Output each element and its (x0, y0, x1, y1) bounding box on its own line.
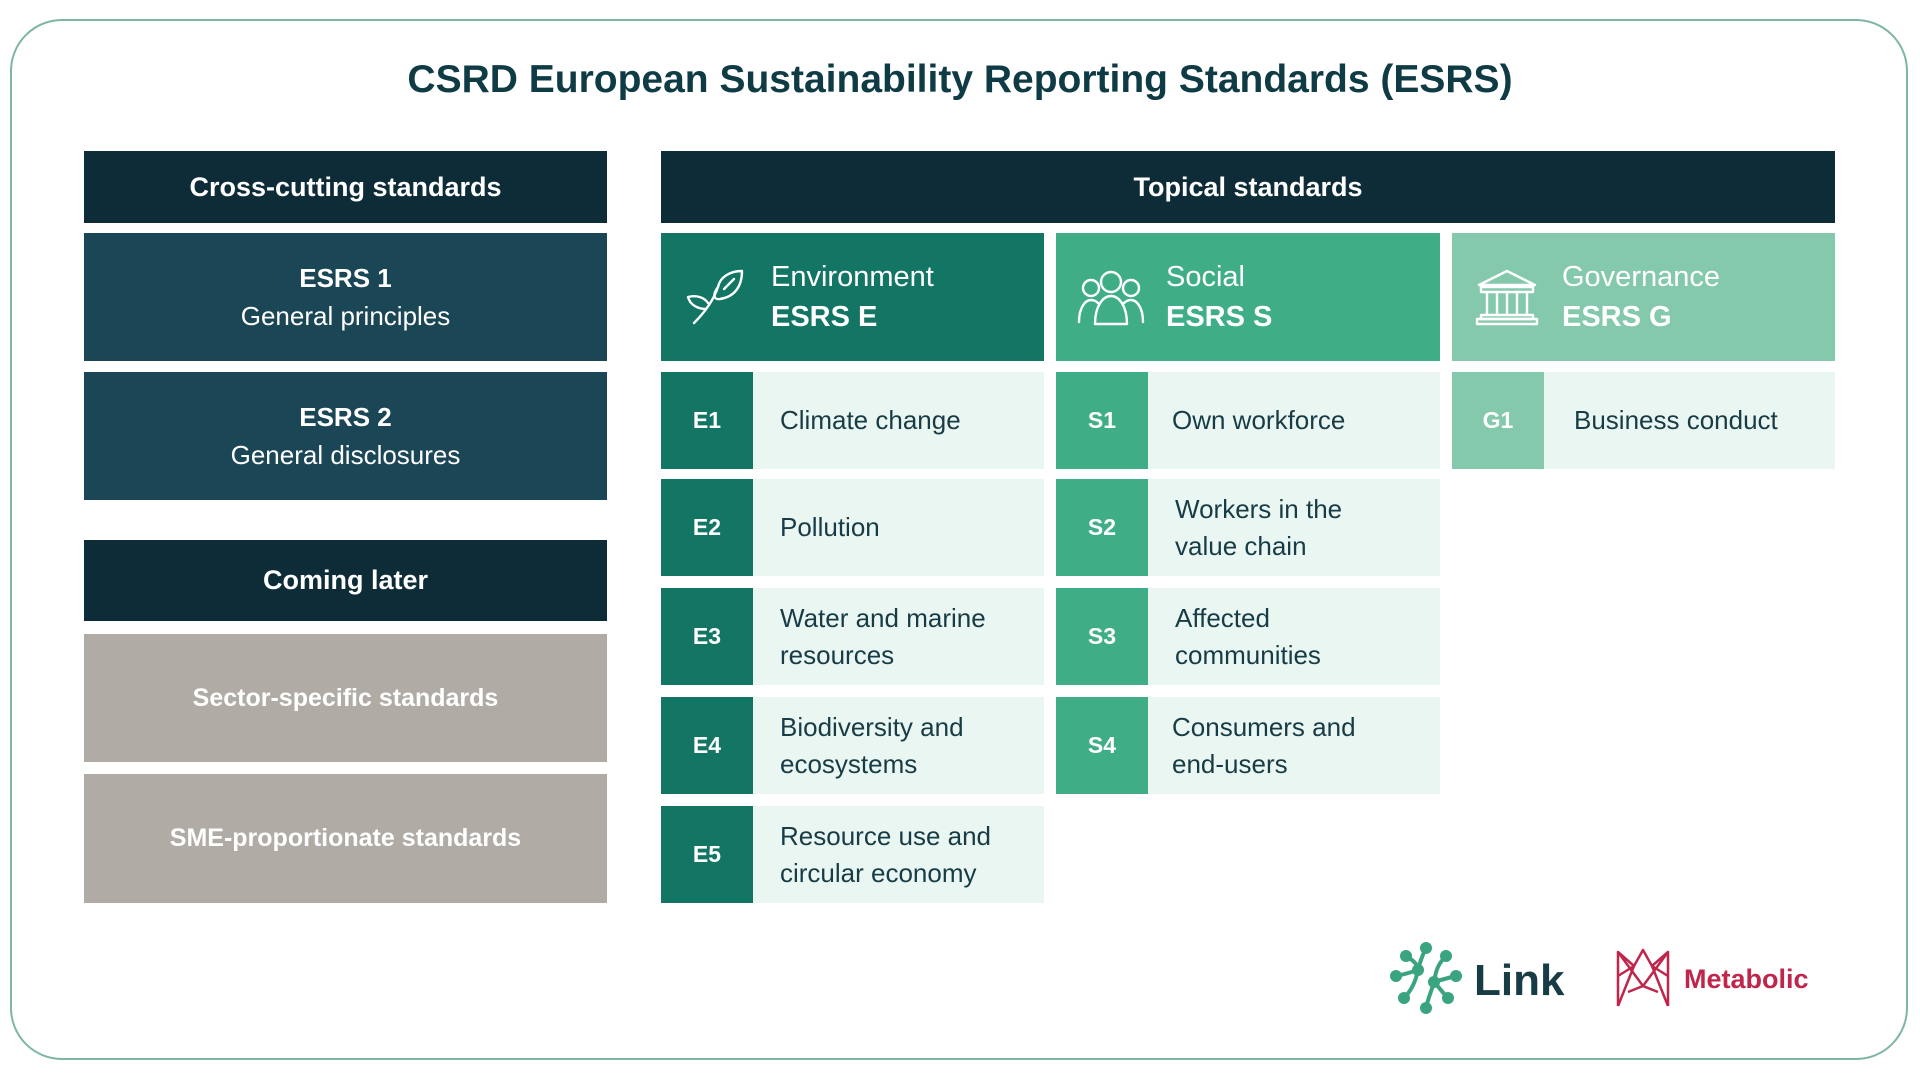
coming-later-header: Coming later (84, 540, 607, 621)
link-network-icon (1388, 940, 1464, 1021)
link-logo-text: Link (1474, 955, 1565, 1005)
label-s3: Affected communities (1175, 602, 1321, 670)
social-header: Social ESRS S (1056, 233, 1440, 361)
list-item-e2: E2 Pollution (661, 479, 1044, 576)
label-g1: Business conduct (1574, 405, 1778, 435)
people-icon (1056, 266, 1166, 328)
code-badge-e5: E5 (661, 806, 753, 903)
label-s2: Workers in the value chain (1175, 493, 1343, 561)
metabolic-logo: Metabolic (1614, 946, 1809, 1013)
metabolic-m-icon (1614, 946, 1672, 1013)
list-item-e4: E4 Biodiversity and ecosystems (661, 697, 1044, 794)
list-item-e5: E5 Resource use and circular economy (661, 806, 1044, 903)
governance-name: Governance (1562, 261, 1720, 293)
label-s1: Own workforce (1172, 405, 1346, 435)
social-code: ESRS S (1166, 301, 1273, 333)
list-item-s2: S2 Workers in the value chain (1056, 479, 1440, 576)
metabolic-logo-text: Metabolic (1684, 964, 1809, 994)
code-badge-e3: E3 (661, 588, 753, 685)
code-badge-s2: S2 (1056, 479, 1148, 576)
esrs-1-code: ESRS 1 (299, 263, 392, 293)
list-item-s1: S1 Own workforce (1056, 372, 1440, 469)
page-title: CSRD European Sustainability Reporting S… (407, 58, 1513, 101)
environment-header: Environment ESRS E (661, 233, 1044, 361)
topical-header: Topical standards (661, 151, 1835, 223)
label-e1: Climate change (780, 405, 961, 435)
institution-icon (1452, 267, 1562, 327)
list-item-e1: E1 Climate change (661, 372, 1044, 469)
label-e3: Water and marine resources (780, 602, 986, 670)
list-item-g1: G1 Business conduct (1452, 372, 1835, 469)
list-item-e3: E3 Water and marine resources (661, 588, 1044, 685)
esrs-1-label: General principles (240, 301, 451, 331)
cross-cutting-header: Cross-cutting standards (84, 151, 607, 223)
code-badge-e2: E2 (661, 479, 753, 576)
code-badge-g1: G1 (1452, 372, 1544, 469)
code-badge-s1: S1 (1056, 372, 1148, 469)
environment-name: Environment (771, 261, 934, 293)
code-badge-s3: S3 (1056, 588, 1148, 685)
environment-code: ESRS E (771, 301, 878, 333)
list-item-s3: S3 Affected communities (1056, 588, 1440, 685)
code-badge-s4: S4 (1056, 697, 1148, 794)
list-item-s4: S4 Consumers and end-users (1056, 697, 1440, 794)
label-e5: Resource use and circular economy (780, 820, 992, 888)
governance-code: ESRS G (1562, 301, 1672, 333)
label-e4: Biodiversity and ecosystems (780, 711, 964, 779)
label-e2: Pollution (780, 512, 880, 542)
governance-header: Governance ESRS G (1452, 233, 1835, 361)
leaf-icon (661, 265, 771, 329)
code-badge-e1: E1 (661, 372, 753, 469)
code-badge-e4: E4 (661, 697, 753, 794)
social-name: Social (1166, 261, 1245, 293)
label-s4: Consumers and end-users (1172, 711, 1356, 779)
link-logo: Link (1388, 940, 1564, 1021)
esrs-2-code: ESRS 2 (299, 402, 392, 432)
sme-proportionate-box: SME-proportionate standards (84, 774, 607, 903)
esrs-2-label: General disclosures (230, 440, 461, 470)
esrs-2-box: ESRS 2 General disclosures (84, 372, 607, 500)
esrs-1-box: ESRS 1 General principles (84, 233, 607, 361)
sector-specific-box: Sector-specific standards (84, 634, 607, 762)
